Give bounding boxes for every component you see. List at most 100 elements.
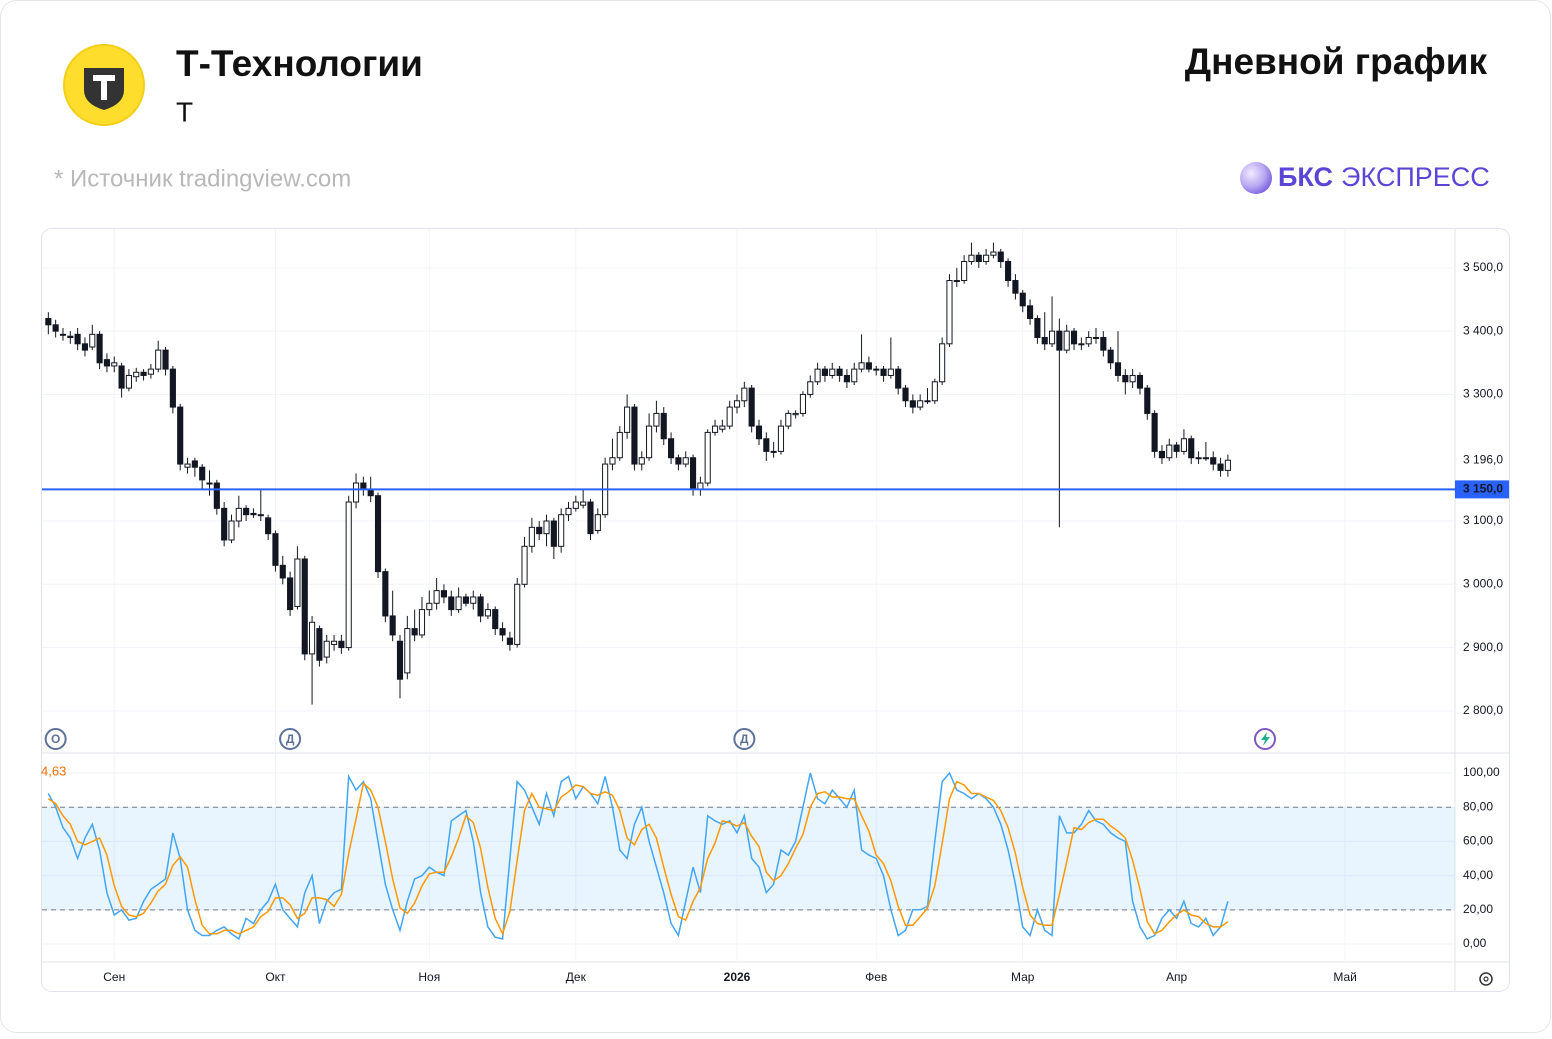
stoch-line [47, 780, 1229, 936]
y-tick-label: 80,00 [1463, 799, 1493, 813]
candle-body [228, 520, 235, 541]
candle-body [1005, 261, 1012, 282]
candle-body [440, 590, 448, 598]
candle-body [125, 374, 132, 389]
candle-body [821, 368, 828, 376]
candle-body [155, 349, 162, 370]
x-tick-label: 2026 [724, 970, 751, 984]
y-tick-label: 60,00 [1463, 834, 1493, 848]
candle-body [536, 526, 543, 535]
brand-bold: БКС [1278, 162, 1333, 192]
candle-body [133, 371, 140, 378]
candle-body [682, 457, 689, 465]
candle-body [668, 438, 675, 459]
candle-body [448, 596, 455, 611]
candle-body [309, 621, 316, 655]
candle-body [250, 512, 257, 516]
candle-body [257, 514, 264, 517]
candle-body [653, 412, 660, 427]
y-tick-label: 3 300,0 [1463, 387, 1503, 401]
candle-body [741, 387, 748, 402]
candle-body [1063, 330, 1070, 351]
candle-body [470, 596, 477, 604]
candle-body [1158, 450, 1166, 459]
x-tick-label: Апр [1166, 970, 1188, 984]
candle-body [1092, 336, 1100, 339]
candle-body [477, 596, 484, 617]
candle-body [521, 545, 528, 585]
candle-body [382, 571, 389, 617]
event-marker[interactable]: Д [279, 728, 302, 750]
candle-body [1078, 343, 1085, 346]
event-label: О [51, 732, 60, 746]
candle-body [352, 482, 360, 503]
y-tick-label: 100,00 [1463, 765, 1500, 779]
y-tick-label: 0,00 [1463, 936, 1487, 950]
candle-body [418, 609, 426, 636]
stoch-line [47, 771, 1229, 941]
candle-body [506, 637, 513, 645]
candle-body [711, 425, 719, 433]
candle-body [411, 628, 418, 636]
marks [42, 242, 1455, 941]
source: * Источник tradingview.com [54, 165, 351, 192]
candle-body [1100, 336, 1107, 351]
candle-body [946, 280, 953, 345]
candle-body [902, 387, 909, 402]
candle-body [975, 254, 982, 263]
candle-body [777, 425, 785, 452]
candle-body [272, 533, 279, 566]
title: Т-Технологии [176, 43, 423, 84]
candle-body [1136, 374, 1144, 389]
candle-body [763, 438, 770, 452]
x-tick-label: Дек [566, 970, 587, 984]
candle-body [316, 628, 323, 661]
event-marker[interactable]: О [44, 728, 67, 750]
candle-body [733, 400, 741, 408]
event-marker[interactable]: Д [733, 728, 756, 750]
candle-body [1041, 336, 1048, 345]
event-icon[interactable] [1254, 728, 1276, 750]
candle-body [177, 406, 184, 465]
candle-body [792, 412, 799, 416]
candle-body [1034, 317, 1041, 338]
settings-icon[interactable] [1479, 972, 1493, 986]
candle-body [895, 368, 902, 389]
candle-body [968, 254, 975, 263]
y-tick-label: 20,00 [1463, 902, 1493, 916]
candle-body [345, 501, 352, 649]
brand: БКС ЭКСПРЕСС [1278, 162, 1490, 192]
candle-body [1173, 444, 1180, 452]
candle-body [1180, 438, 1187, 452]
last-price-label: 3 196,0 [1463, 452, 1503, 466]
candle-body [953, 280, 960, 283]
y-tick-label: 3 500,0 [1463, 260, 1503, 274]
x-tick-label: Май [1333, 970, 1357, 984]
candle-body [111, 362, 118, 367]
candle-body [206, 482, 213, 485]
candle-body [558, 514, 565, 547]
x-tick-label: Фев [865, 970, 887, 984]
candle-body [169, 368, 176, 408]
candle-body [323, 640, 330, 658]
candle-body [624, 406, 631, 433]
candle-body [96, 333, 103, 364]
candle-body [140, 371, 147, 376]
ticker: T [176, 96, 193, 127]
candle-body [59, 333, 67, 336]
candle-body [565, 507, 572, 516]
candle-body [726, 406, 733, 427]
y-tick-label: 2 900,0 [1463, 640, 1503, 654]
x-tick-label: Мар [1011, 970, 1035, 984]
candle-body [1114, 362, 1122, 376]
candle-body [675, 457, 682, 465]
candle-body [1129, 374, 1136, 383]
candle-body [301, 558, 308, 655]
candle-body [235, 507, 242, 522]
y-tick-label: 2 800,0 [1463, 703, 1503, 717]
candle-body [1085, 336, 1092, 345]
candle-body [961, 261, 968, 282]
candle-body [1217, 463, 1224, 471]
candle-body [1166, 444, 1173, 459]
